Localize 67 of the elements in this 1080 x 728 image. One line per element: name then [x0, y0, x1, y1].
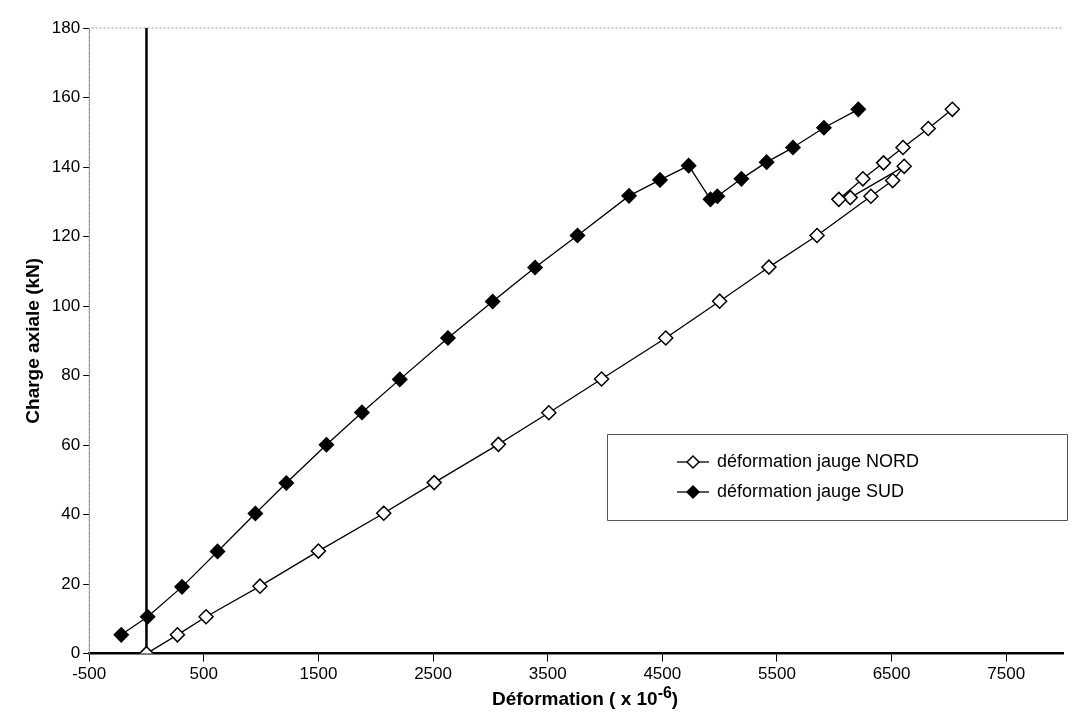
point: [944, 101, 961, 118]
point: [850, 101, 867, 118]
point: [816, 120, 832, 136]
x-tick-label: 5500: [758, 664, 796, 684]
legend-label: déformation jauge NORD: [717, 450, 920, 471]
point: [884, 172, 901, 189]
y-tick-label: 40: [61, 504, 81, 524]
x-tick-label: 4500: [643, 664, 682, 684]
y-tick-label: 160: [51, 87, 81, 107]
y-tick-label: 20: [61, 573, 81, 593]
point: [318, 436, 335, 453]
point: [278, 475, 295, 491]
y-tick-label: 100: [51, 295, 81, 315]
point: [490, 436, 507, 453]
y-axis-title: Charge axiale (kN): [21, 257, 43, 424]
point: [896, 158, 912, 175]
point: [139, 609, 156, 625]
point: [593, 371, 610, 387]
x-axis-title: Déformation ( x 10$^{-6}$): [490, 684, 680, 711]
x-tick-label: 2500: [414, 664, 452, 684]
point: [198, 609, 214, 625]
y-tick-label: 80: [61, 365, 81, 385]
point: [252, 578, 268, 594]
point: [895, 139, 911, 156]
legend-label: déformation jauge SUD: [717, 480, 905, 501]
x-tick-label: 500: [189, 664, 218, 684]
point: [875, 155, 892, 171]
y-tick-label: 140: [51, 156, 81, 176]
point: [680, 157, 697, 174]
point: [392, 371, 408, 388]
point: [855, 171, 871, 187]
point: [541, 404, 557, 421]
point: [621, 188, 637, 204]
x-tick-label: 1500: [299, 664, 338, 684]
point: [920, 120, 936, 137]
y-tick-label: 120: [51, 226, 81, 246]
point: [484, 293, 501, 310]
point: [652, 172, 668, 188]
point: [376, 505, 392, 521]
point: [863, 188, 879, 204]
point: [527, 259, 543, 276]
point: [761, 259, 777, 275]
point: [247, 505, 264, 522]
y-tick-label: 60: [61, 434, 81, 454]
point: [785, 139, 801, 156]
x-tick-label: 6500: [872, 664, 911, 684]
y-tick-label: 0: [70, 643, 81, 663]
point: [569, 227, 586, 244]
x-tick-label: 3500: [528, 664, 567, 684]
point: [758, 154, 775, 170]
point: [831, 191, 847, 208]
point: [113, 627, 130, 643]
point: [440, 330, 456, 346]
point: [209, 543, 226, 560]
point: [169, 627, 186, 643]
x-tick-label: 7500: [987, 664, 1026, 684]
point: [657, 330, 674, 346]
point: [426, 474, 442, 491]
point: [354, 404, 370, 421]
point: [809, 227, 825, 244]
point: [310, 543, 327, 559]
point: [842, 189, 859, 206]
y-tick-label: 180: [51, 17, 81, 37]
point: [733, 171, 750, 187]
x-tick-label: -500: [72, 664, 107, 684]
point: [174, 579, 190, 595]
point: [711, 293, 728, 309]
